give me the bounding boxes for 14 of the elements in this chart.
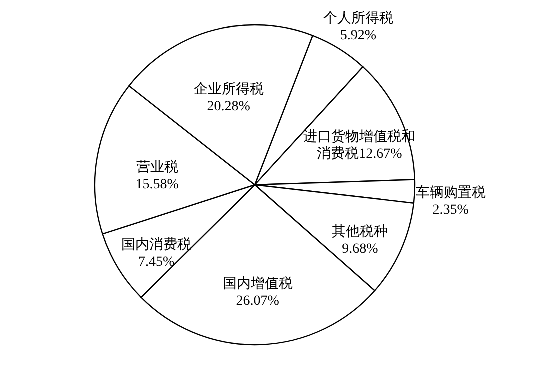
data-label: 7.45%	[138, 254, 175, 270]
data-label: 2.35%	[432, 203, 470, 218]
data-label: 9.68%	[342, 242, 379, 257]
data-label: 15.58%	[136, 178, 180, 193]
slice-label: 国内增值税	[222, 276, 293, 292]
slice-label: 国内消费税	[122, 236, 192, 253]
data-label: 5.92%	[340, 28, 377, 44]
slice-label: 企业所得税	[194, 81, 264, 98]
data-label: 26.07%	[236, 294, 280, 310]
slice-label: 营业税	[136, 160, 178, 176]
slice-label: 车辆购置税	[416, 185, 486, 202]
data-label: 20.28%	[207, 99, 251, 114]
slice-label: 个人所得税	[323, 10, 394, 27]
slice-label: 其他税种	[332, 224, 388, 240]
